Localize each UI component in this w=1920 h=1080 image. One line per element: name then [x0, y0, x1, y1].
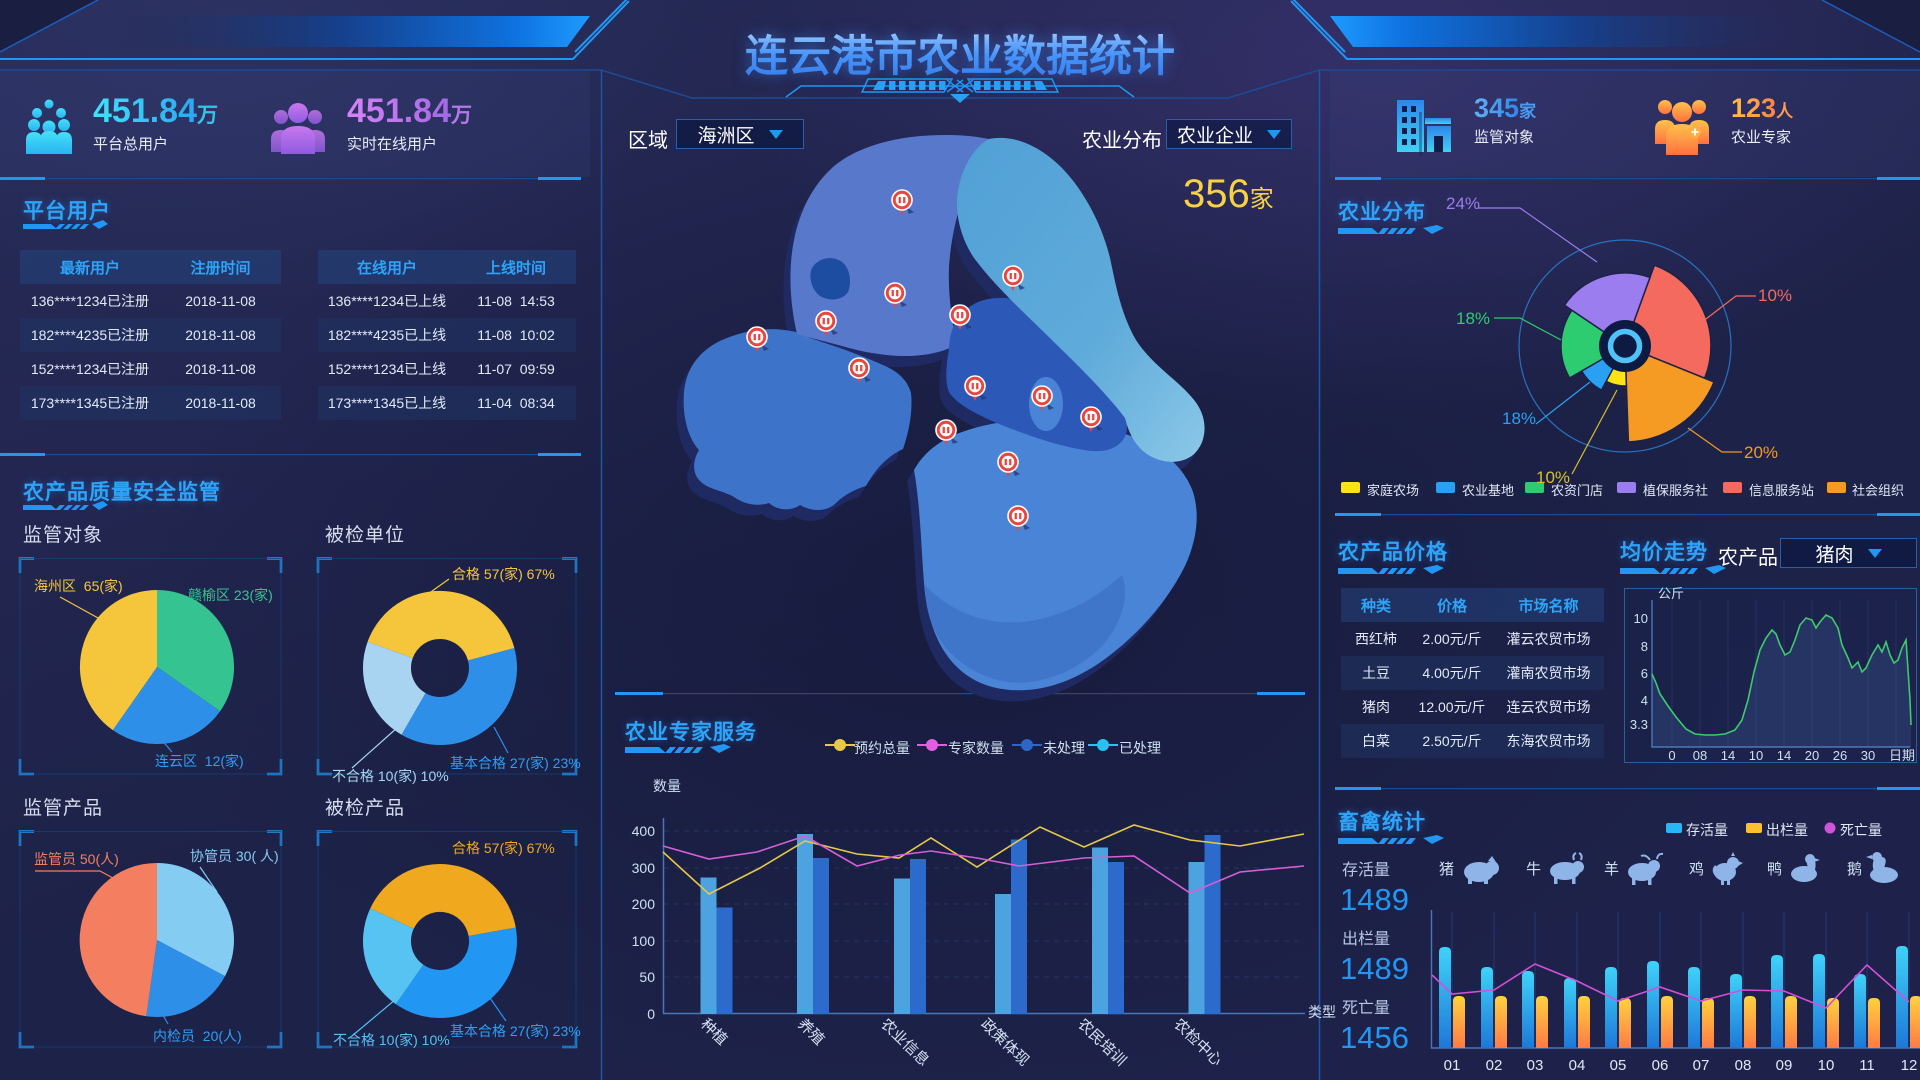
- svg-text:4: 4: [1641, 693, 1648, 708]
- svg-text:08: 08: [1693, 748, 1707, 763]
- svg-text:05: 05: [1610, 1057, 1627, 1074]
- svg-text:02: 02: [1486, 1057, 1503, 1074]
- svg-text:06: 06: [1652, 1057, 1669, 1074]
- svg-text:3.3: 3.3: [1630, 717, 1648, 732]
- svg-text:03: 03: [1527, 1057, 1544, 1074]
- svg-text:300: 300: [632, 860, 656, 876]
- svg-text:11: 11: [1859, 1057, 1875, 1074]
- svg-text:0: 0: [647, 1006, 655, 1022]
- svg-text:政策体现: 政策体现: [977, 1016, 1032, 1070]
- svg-text:100: 100: [632, 933, 656, 949]
- svg-text:农民培训: 农民培训: [1074, 1016, 1129, 1070]
- svg-text:12: 12: [1901, 1057, 1918, 1074]
- svg-text:养殖: 养殖: [794, 1016, 827, 1049]
- svg-text:14: 14: [1777, 748, 1791, 763]
- svg-text:400: 400: [632, 823, 656, 839]
- svg-text:26: 26: [1833, 748, 1847, 763]
- svg-text:农检中心: 农检中心: [1170, 1016, 1225, 1070]
- svg-text:08: 08: [1735, 1057, 1752, 1074]
- svg-text:04: 04: [1569, 1057, 1586, 1074]
- svg-text:农业信息: 农业信息: [877, 1016, 932, 1070]
- svg-text:09: 09: [1776, 1057, 1793, 1074]
- svg-text:日期: 日期: [1889, 748, 1915, 763]
- svg-text:14: 14: [1721, 748, 1735, 763]
- svg-text:20: 20: [1805, 748, 1819, 763]
- svg-text:07: 07: [1693, 1057, 1710, 1074]
- svg-text:0: 0: [1668, 748, 1675, 763]
- svg-text:01: 01: [1444, 1057, 1461, 1074]
- svg-text:公斤: 公斤: [1658, 586, 1684, 601]
- svg-text:200: 200: [632, 896, 656, 912]
- svg-text:10: 10: [1634, 611, 1648, 626]
- svg-text:8: 8: [1641, 639, 1648, 654]
- svg-text:10: 10: [1749, 748, 1763, 763]
- svg-text:10: 10: [1818, 1057, 1835, 1074]
- svg-text:50: 50: [639, 969, 655, 985]
- svg-text:6: 6: [1641, 666, 1648, 681]
- svg-text:30: 30: [1861, 748, 1875, 763]
- svg-text:种植: 种植: [697, 1016, 730, 1049]
